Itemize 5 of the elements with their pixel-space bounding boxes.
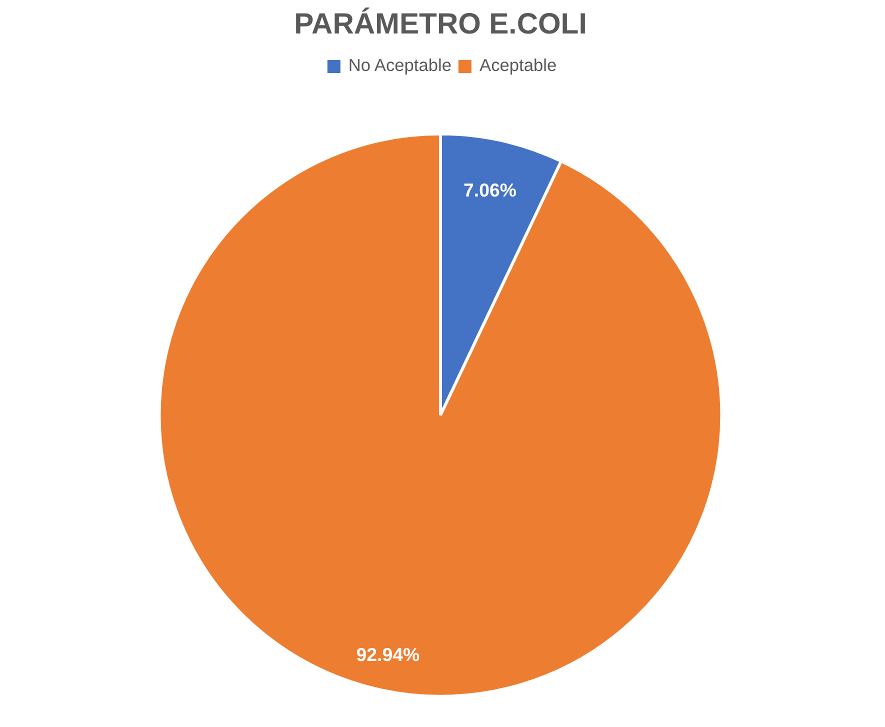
legend-label: Aceptable xyxy=(480,55,557,76)
data-label: 92.94% xyxy=(356,644,420,666)
chart-title: PARÁMETRO E.COLI xyxy=(294,8,587,40)
data-label: 7.06% xyxy=(464,179,517,200)
legend-label: No Aceptable xyxy=(348,55,452,76)
